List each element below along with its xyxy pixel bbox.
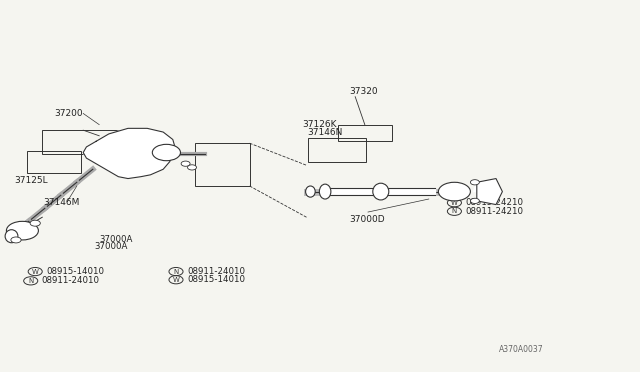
Bar	[338, 125, 392, 141]
Text: 08915-24210: 08915-24210	[465, 198, 524, 207]
Ellipse shape	[372, 183, 388, 200]
Bar	[42, 130, 125, 154]
Polygon shape	[83, 128, 176, 179]
Text: 08911-24210: 08911-24210	[465, 207, 524, 216]
Circle shape	[188, 165, 196, 170]
Text: 37000D: 37000D	[349, 215, 385, 224]
Ellipse shape	[5, 230, 18, 243]
Text: N: N	[28, 278, 33, 284]
Circle shape	[470, 198, 479, 203]
Text: W: W	[451, 200, 458, 206]
Bar	[195, 143, 250, 186]
Circle shape	[470, 180, 479, 185]
Text: W: W	[173, 277, 179, 283]
Circle shape	[181, 161, 190, 166]
Circle shape	[438, 182, 470, 201]
Text: 08911-24010: 08911-24010	[187, 267, 245, 276]
Ellipse shape	[305, 186, 315, 197]
Text: W: W	[32, 269, 38, 275]
Text: N: N	[173, 269, 179, 275]
Circle shape	[152, 144, 180, 161]
Text: 08915-14010: 08915-14010	[187, 275, 245, 284]
Text: 37146N: 37146N	[307, 128, 342, 137]
Ellipse shape	[319, 184, 331, 199]
Bar	[27, 151, 81, 173]
Text: 37125L: 37125L	[14, 176, 48, 185]
Circle shape	[6, 221, 38, 240]
Text: 37146M: 37146M	[44, 198, 80, 207]
Text: 37200: 37200	[54, 109, 83, 118]
Text: 37126K: 37126K	[302, 120, 337, 129]
Polygon shape	[326, 188, 435, 195]
Circle shape	[11, 237, 21, 243]
Text: 08915-14010: 08915-14010	[46, 267, 104, 276]
Text: 37000A: 37000A	[99, 235, 132, 244]
Polygon shape	[474, 179, 502, 205]
Text: N: N	[452, 208, 457, 214]
Text: 37000A: 37000A	[94, 242, 127, 251]
Text: A370A0037: A370A0037	[499, 345, 544, 354]
Text: 37320: 37320	[349, 87, 378, 96]
Text: 08911-24010: 08911-24010	[42, 276, 100, 285]
Circle shape	[30, 220, 40, 226]
Bar	[308, 138, 366, 162]
